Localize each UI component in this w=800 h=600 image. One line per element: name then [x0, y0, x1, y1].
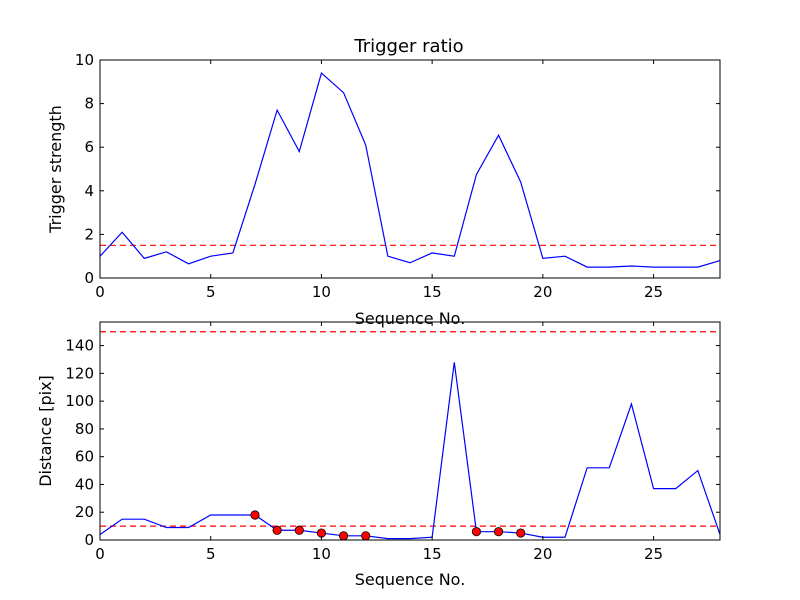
data-point — [316, 528, 327, 538]
series-line — [99, 71, 721, 268]
distance-chart: 0 5 10 15 20 25 0 20 40 60 80 100 120 140 Sequence No… — [36, 321, 721, 589]
y-tick-label: 60 — [75, 448, 94, 466]
x-axis-label: Sequence No. — [355, 309, 466, 328]
y-tick-label: 80 — [75, 420, 94, 438]
x-tick-label: 15 — [423, 545, 442, 563]
x-tick-label: 5 — [206, 545, 216, 563]
y-tick-label: 40 — [75, 475, 94, 493]
x-tick-label: 5 — [206, 283, 216, 301]
y-tick-label: 6 — [84, 138, 94, 156]
x-tick-label: 15 — [423, 283, 442, 301]
y-tick-label: 2 — [84, 225, 94, 243]
data-point — [338, 531, 349, 541]
threshold-lines — [100, 331, 720, 527]
data-point — [250, 510, 260, 520]
plot-frame — [99, 59, 721, 279]
x-tick-label: 0 — [95, 545, 105, 563]
plot-frame — [99, 321, 721, 541]
x-tick-label: 10 — [312, 545, 331, 563]
y-tick-label: 10 — [75, 51, 94, 69]
chart-title: Trigger ratio — [353, 36, 463, 57]
y-tick-label: 140 — [65, 337, 94, 355]
series-group — [99, 362, 721, 541]
data-point — [272, 525, 282, 535]
x-tick-label: 25 — [644, 545, 663, 563]
data-point — [294, 525, 304, 535]
y-tick-label: 4 — [84, 182, 94, 200]
series-group — [99, 71, 721, 268]
y-axis-label: Distance [pix] — [36, 375, 55, 487]
data-point — [493, 527, 504, 537]
y-tick-label: 8 — [84, 95, 94, 113]
x-axis-label: Sequence No. — [355, 570, 466, 589]
series-line — [99, 362, 721, 540]
x-tick-label: 10 — [312, 283, 331, 301]
y-tick-label: 0 — [84, 269, 94, 287]
y-tick-label: 100 — [65, 392, 94, 410]
trigger-ratio-chart: Trigger ratio 0 5 10 15 20 25 0 2 4 6 8 10 Sequence… — [46, 36, 721, 328]
x-tick-label: 20 — [533, 545, 552, 563]
data-point — [516, 528, 526, 538]
y-axis-label: Trigger strength — [46, 105, 65, 234]
x-tick-label: 25 — [644, 283, 663, 301]
y-tick-label: 20 — [75, 503, 94, 521]
tick-group: 0 5 10 15 20 25 0 20 40 60 80 100 120 140 — [65, 322, 720, 563]
x-tick-label: 20 — [533, 283, 552, 301]
y-tick-label: 0 — [84, 531, 94, 549]
y-tick-label: 120 — [65, 364, 94, 382]
data-point — [361, 531, 371, 541]
data-point — [471, 527, 482, 537]
x-tick-label: 0 — [95, 283, 105, 301]
